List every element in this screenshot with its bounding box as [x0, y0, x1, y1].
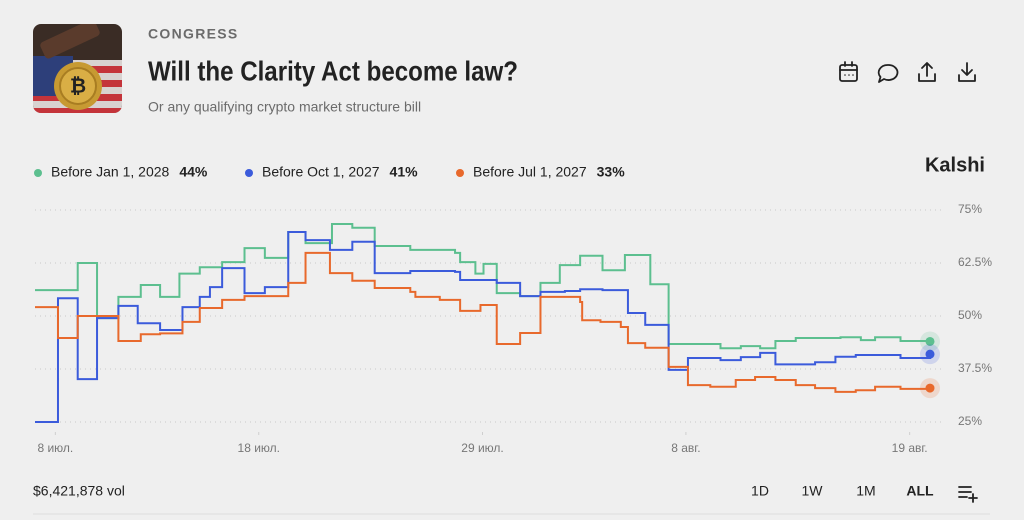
brand-logo: Kalshi — [925, 154, 985, 176]
legend-label: Before Jul 1, 2027 — [473, 164, 587, 180]
range-button[interactable]: ALL — [906, 483, 934, 499]
end-dot — [925, 336, 935, 346]
comment-button[interactable] — [877, 64, 899, 83]
volume-label: $6,421,878 vol — [33, 483, 125, 499]
calendar-button[interactable] — [839, 61, 858, 82]
legend: Before Jan 1, 2028 44% Before Oct 1, 2027 4… — [34, 164, 625, 180]
legend-value: 44% — [179, 164, 208, 180]
market-subtitle: Or any qualifying crypto market structur… — [148, 99, 421, 115]
range-button[interactable]: 1D — [751, 483, 769, 499]
market-thumbnail: ₿ — [33, 24, 122, 113]
plot-area: 25% 37.5% 50% 62.5% 75% 8 июл. 18 июл. 29 июл. 8… — [35, 202, 992, 455]
series-line — [35, 222, 931, 350]
end-dot — [925, 383, 935, 393]
legend-value: 41% — [390, 164, 419, 180]
range-selector: 1D 1W 1M ALL — [751, 483, 934, 499]
legend-label: Before Oct 1, 2027 — [262, 164, 380, 180]
y-tick-label: 50% — [958, 308, 982, 322]
x-tick-label: 19 авг. — [892, 441, 928, 455]
x-tick-label: 8 июл. — [37, 441, 73, 455]
x-tick-label: 18 июл. — [238, 441, 280, 455]
market-category: CONGRESS — [148, 26, 239, 42]
svg-text:₿: ₿ — [70, 75, 86, 97]
y-tick-label: 75% — [958, 202, 982, 216]
series-line — [35, 231, 931, 423]
y-tick-label: 37.5% — [958, 361, 992, 375]
legend-value: 33% — [597, 164, 626, 180]
range-button[interactable]: 1W — [802, 483, 824, 499]
legend-label: Before Jan 1, 2028 — [51, 164, 170, 180]
legend-swatch — [34, 169, 42, 177]
compare-button[interactable] — [958, 486, 978, 503]
x-tick-label: 8 авг. — [671, 441, 700, 455]
y-tick-label: 25% — [958, 414, 982, 428]
legend-swatch — [245, 169, 253, 177]
x-tick-label: 29 июл. — [461, 441, 503, 455]
market-title: Will the Clarity Act become law? — [148, 55, 518, 86]
download-button[interactable] — [958, 62, 976, 82]
range-button[interactable]: 1M — [856, 483, 875, 499]
share-button[interactable] — [918, 62, 936, 82]
legend-swatch — [456, 169, 464, 177]
end-dot — [925, 349, 935, 359]
y-tick-label: 62.5% — [958, 255, 992, 269]
series-line — [35, 251, 931, 393]
